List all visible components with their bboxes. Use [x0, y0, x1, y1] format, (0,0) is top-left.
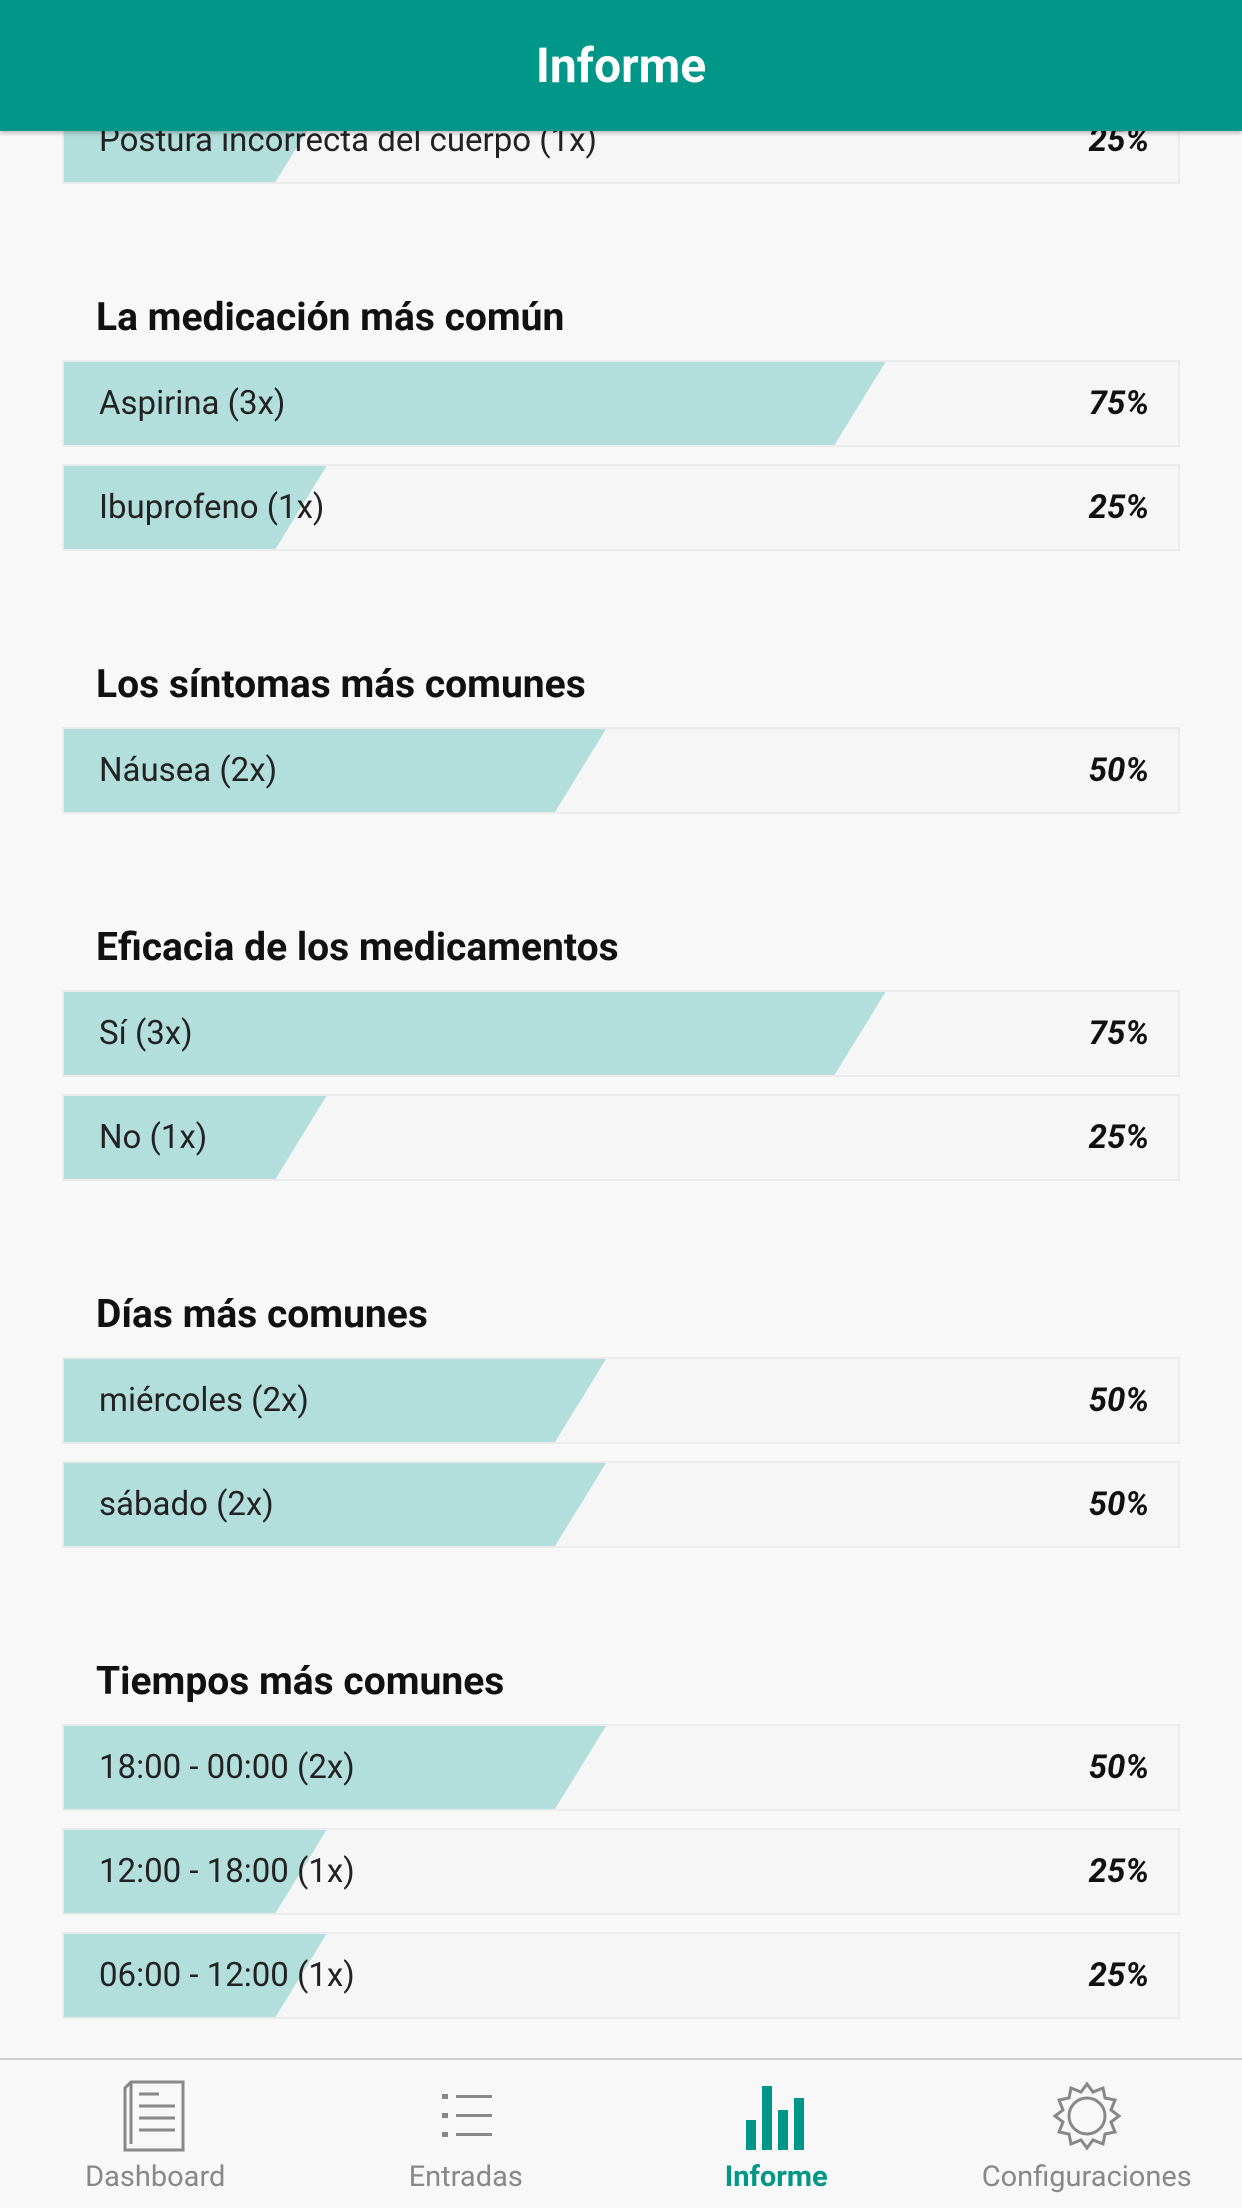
section-title: Tiempos más comunes	[96, 1658, 505, 1704]
nav-label: Informe	[724, 2160, 828, 2194]
percent-bar	[64, 1726, 606, 1809]
stat-label: 18:00 - 00:00 (2x)	[99, 1748, 355, 1787]
stat-label: Aspirina (3x)	[99, 384, 286, 423]
stat-label: Sí (3x)	[99, 1014, 193, 1053]
stat-row: 12:00 - 18:00 (1x) 25%	[62, 1828, 1180, 1915]
stat-row: Ibuprofeno (1x) 25%	[62, 464, 1180, 551]
percent-bar	[64, 992, 886, 1075]
bottom-nav: Dashboard Entradas Informe Configuracion…	[0, 2058, 1242, 2208]
stat-label: Ibuprofeno (1x)	[99, 488, 325, 527]
stat-row: No (1x) 25%	[62, 1094, 1180, 1181]
dashboard-icon	[123, 2080, 185, 2152]
nav-label: Entradas	[408, 2160, 523, 2194]
stat-percent: 50%	[1088, 751, 1149, 790]
stat-row: Sí (3x) 75%	[62, 990, 1180, 1077]
nav-entradas[interactable]: Entradas	[311, 2060, 622, 2208]
stat-row: miércoles (2x) 50%	[62, 1357, 1180, 1444]
app-title: Informe	[535, 37, 707, 94]
section-title: La medicación más común	[96, 294, 565, 340]
stat-label: sábado (2x)	[99, 1485, 274, 1524]
stat-row: 06:00 - 12:00 (1x) 25%	[62, 1932, 1180, 2019]
stat-percent: 25%	[1088, 1118, 1149, 1157]
stat-percent: 25%	[1088, 1852, 1149, 1891]
chart-icon	[746, 2086, 805, 2150]
section-title: Los síntomas más comunes	[96, 661, 586, 707]
stat-percent: 50%	[1088, 1748, 1149, 1787]
stat-label: miércoles (2x)	[99, 1381, 309, 1420]
percent-bar	[64, 1359, 606, 1442]
stat-label: No (1x)	[99, 1118, 208, 1157]
stat-percent: 50%	[1088, 1485, 1149, 1524]
percent-bar	[64, 729, 606, 812]
percent-bar	[64, 1463, 606, 1546]
percent-bar	[64, 1830, 327, 1913]
stat-label: 12:00 - 18:00 (1x)	[99, 1852, 355, 1891]
stat-row: Aspirina (3x) 75%	[62, 360, 1180, 447]
nav-configuraciones[interactable]: Configuraciones	[932, 2060, 1242, 2208]
section-title: Eficacia de los medicamentos	[96, 924, 619, 970]
list-icon	[441, 2094, 492, 2137]
app-bar: Informe	[0, 0, 1242, 131]
nav-informe[interactable]: Informe	[621, 2060, 932, 2208]
report-content: Postura incorrecta del cuerpo (1x) 25% La …	[0, 97, 1242, 2058]
stat-label: 06:00 - 12:00 (1x)	[99, 1956, 355, 1995]
percent-bar	[64, 362, 886, 445]
stat-percent: 75%	[1088, 384, 1149, 423]
percent-bar	[64, 1934, 327, 2017]
stat-row: Náusea (2x) 50%	[62, 727, 1180, 814]
stat-row: 18:00 - 00:00 (2x) 50%	[62, 1724, 1180, 1811]
section-title: Días más comunes	[96, 1291, 428, 1337]
gear-icon	[1052, 2081, 1122, 2151]
stat-percent: 50%	[1088, 1381, 1149, 1420]
nav-label: Configuraciones	[981, 2160, 1192, 2194]
percent-bar	[64, 466, 327, 549]
percent-bar	[64, 1096, 327, 1179]
stat-label: Náusea (2x)	[99, 751, 278, 790]
stat-row: sábado (2x) 50%	[62, 1461, 1180, 1548]
nav-dashboard[interactable]: Dashboard	[0, 2060, 311, 2208]
stat-percent: 25%	[1088, 1956, 1149, 1995]
stat-percent: 75%	[1088, 1014, 1149, 1053]
nav-label: Dashboard	[85, 2160, 226, 2194]
stat-percent: 25%	[1088, 488, 1149, 527]
